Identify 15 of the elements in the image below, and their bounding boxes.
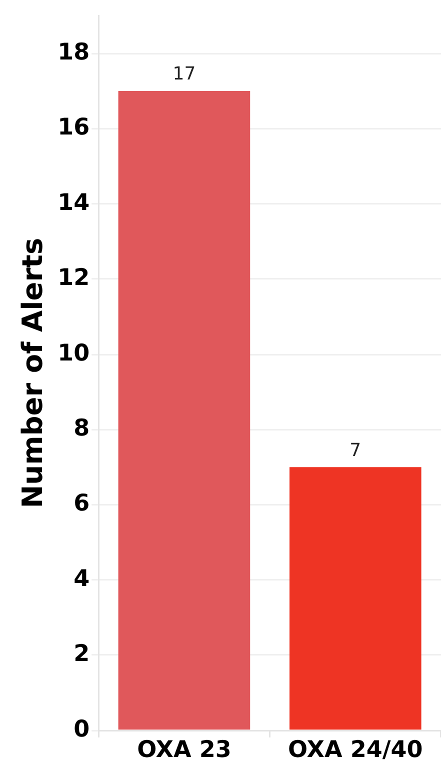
y-tick-label: 6 xyxy=(74,490,90,517)
y-tick-label: 16 xyxy=(58,114,90,141)
y-tick-label: 18 xyxy=(58,39,90,66)
data-label: 7 xyxy=(350,440,362,461)
data-label: 17 xyxy=(172,64,196,85)
y-tick-label: 8 xyxy=(74,415,90,442)
y-tick-label: 4 xyxy=(74,566,90,592)
y-tick-label: 10 xyxy=(58,340,90,366)
y-tick-label: 12 xyxy=(58,265,90,292)
x-tick-label: OXA 24/40 xyxy=(288,737,423,764)
y-tick-label: 14 xyxy=(58,190,90,216)
y-axis-title: Number of Alerts xyxy=(16,238,50,508)
y-tick-label: 0 xyxy=(74,716,90,742)
y-tick-label: 2 xyxy=(74,641,90,668)
x-tick-label: OXA 23 xyxy=(137,737,232,764)
